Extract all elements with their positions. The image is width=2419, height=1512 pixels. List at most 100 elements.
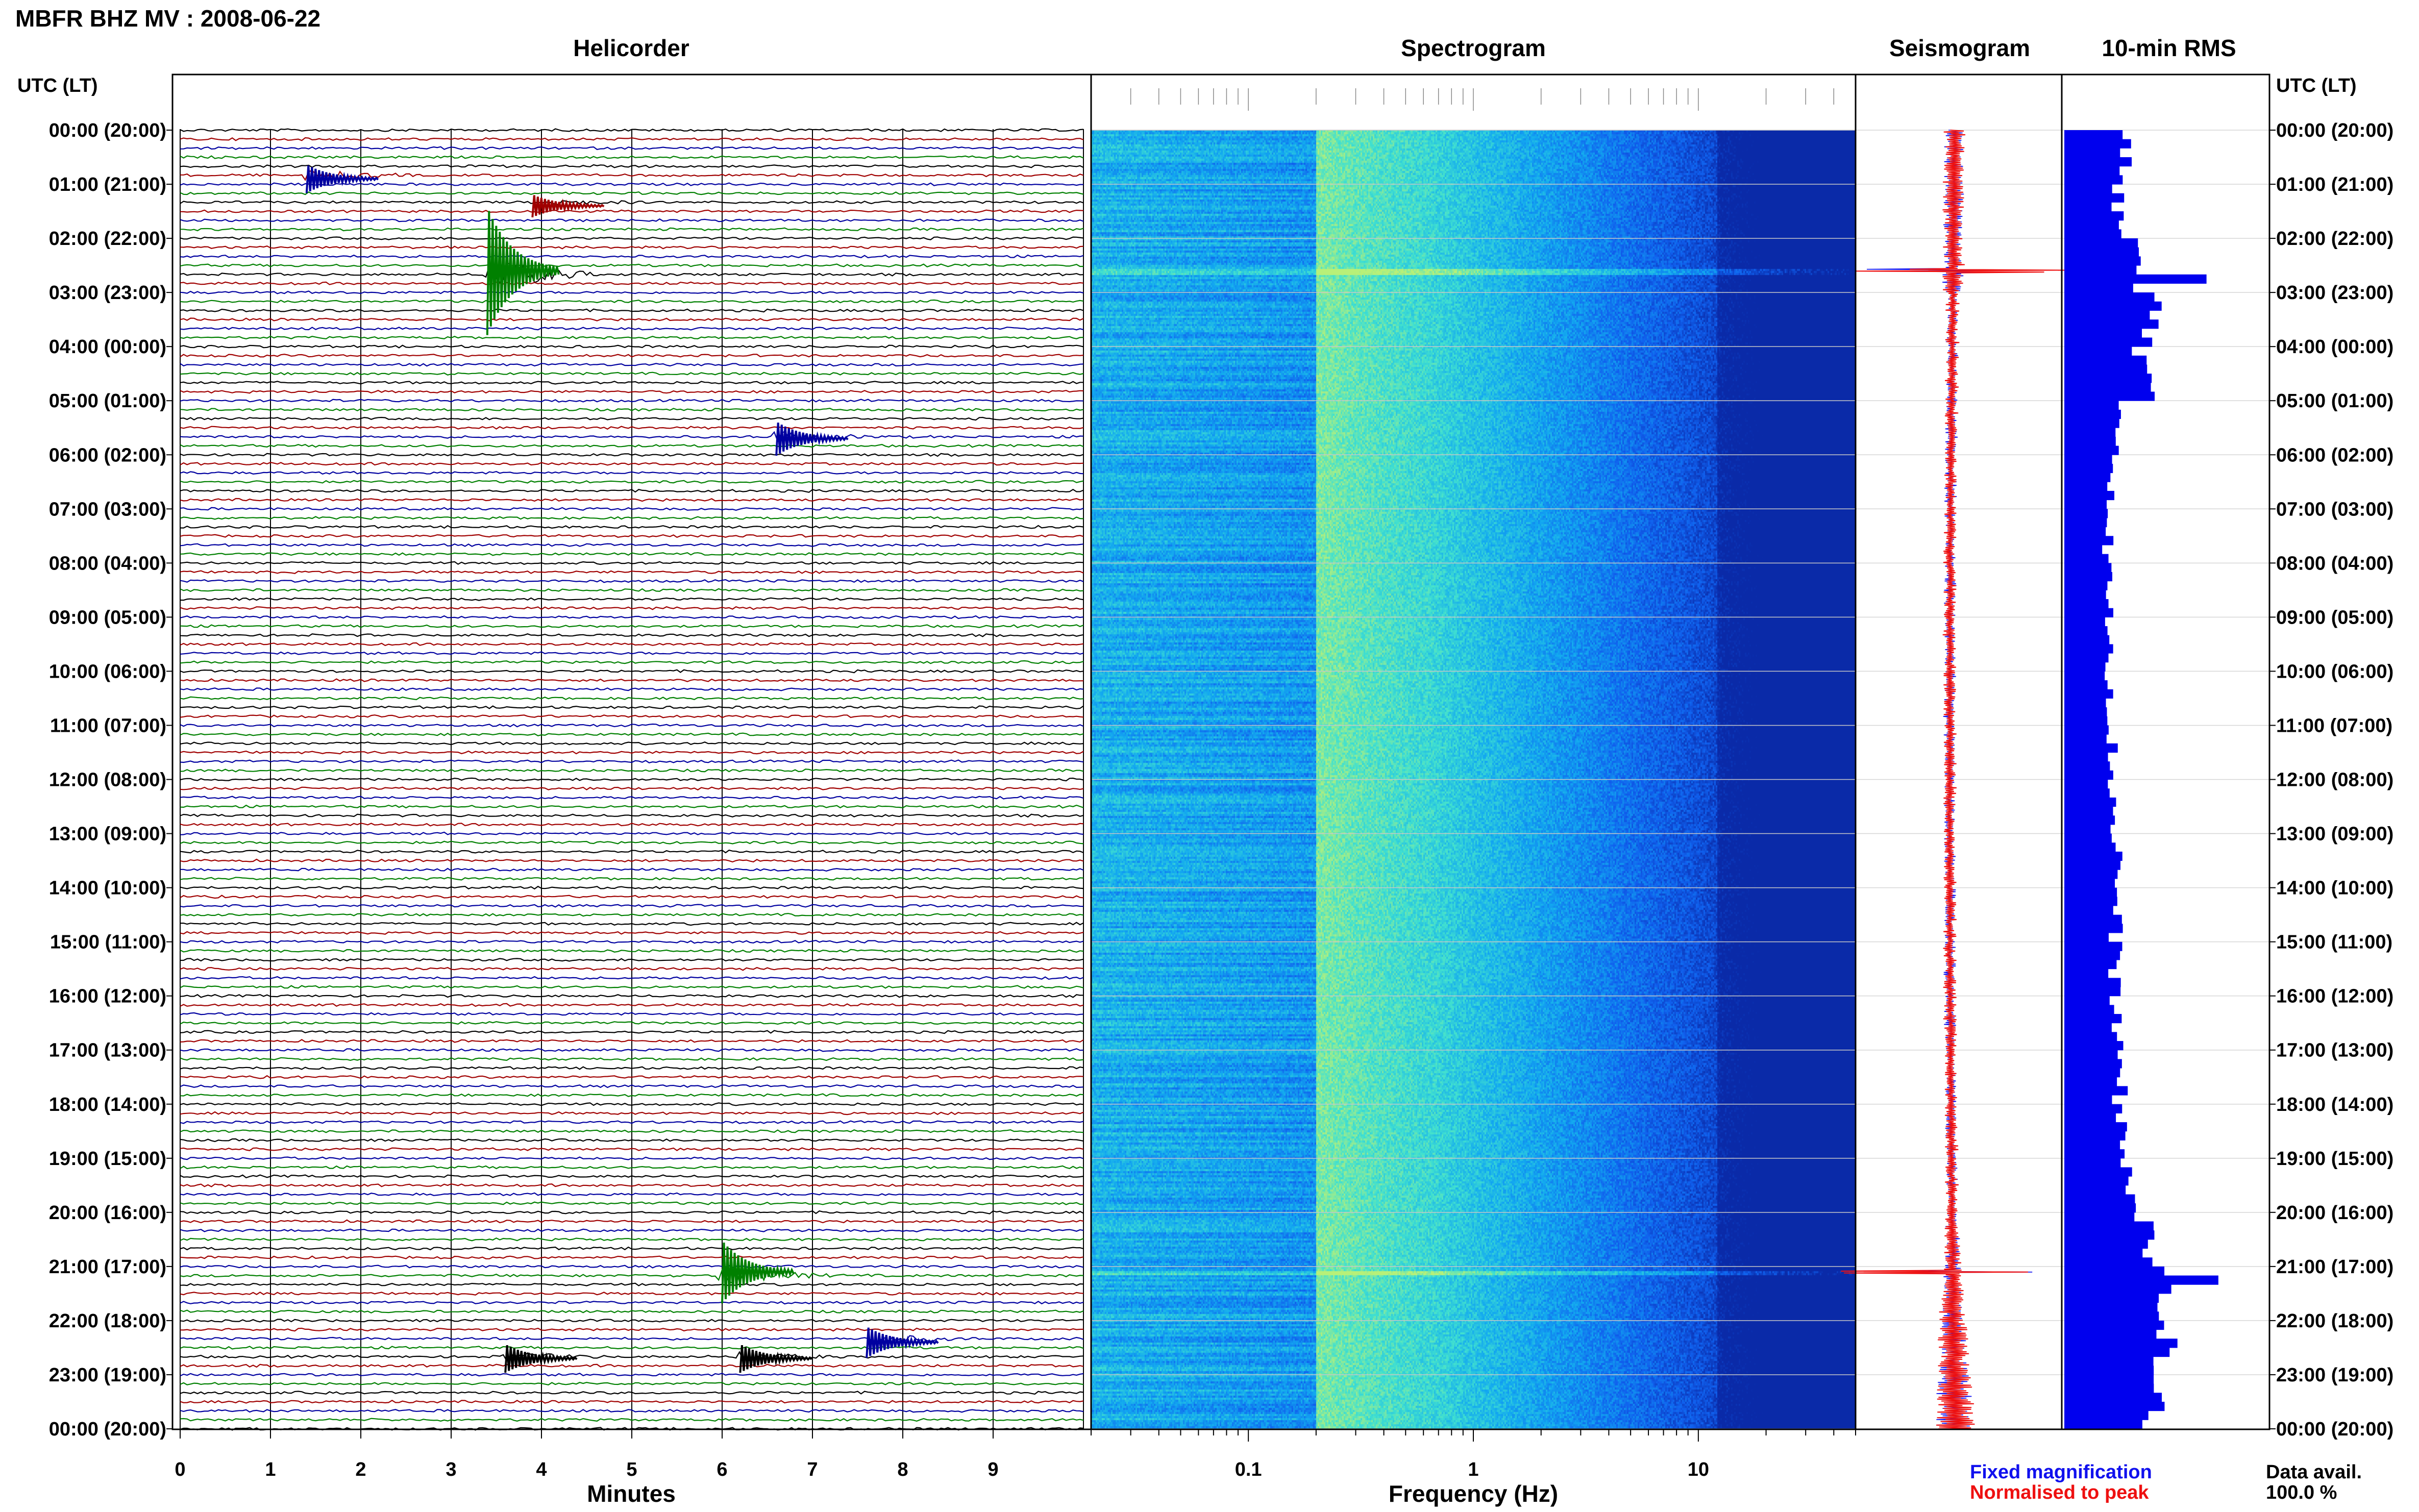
rms-bar — [2064, 1293, 2159, 1303]
rms-bar — [2064, 1167, 2132, 1177]
rms-bar — [2064, 1158, 2121, 1168]
helicorder-trace — [180, 1265, 1084, 1269]
rms-bar — [2064, 428, 2116, 437]
rms-bar — [2064, 364, 2148, 374]
rms-bar — [2064, 382, 2151, 392]
rms-bar — [2064, 806, 2113, 816]
time-label-left: 01:00 (21:00) — [49, 174, 166, 195]
rms-bar — [2064, 391, 2155, 401]
rms-bar — [2064, 599, 2109, 609]
rms-bar — [2064, 743, 2118, 753]
rms-bar — [2064, 833, 2112, 843]
helicorder-trace — [180, 840, 1084, 845]
helicorder-trace — [180, 895, 1084, 899]
helicorder-trace — [180, 769, 1084, 773]
helicorder-event — [504, 1345, 578, 1373]
helicorder-trace — [180, 416, 1084, 421]
helicorder-trace — [180, 1381, 1084, 1386]
helicorder-trace — [180, 1346, 1084, 1350]
helicorder-trace — [180, 1129, 1084, 1133]
rms-bar — [2064, 1366, 2154, 1375]
rms-bar — [2064, 238, 2138, 248]
helicorder-trace — [180, 290, 1084, 294]
helicorder-trace — [180, 958, 1084, 962]
helicorder-trace — [180, 813, 1084, 818]
helicorder-trace — [180, 912, 1084, 917]
minute-tick-label: 2 — [355, 1459, 366, 1480]
helicorder-trace — [180, 254, 1084, 259]
minute-tick-label: 0 — [175, 1459, 185, 1480]
time-label-right: 04:00 (00:00) — [2276, 336, 2393, 358]
helicorder-trace — [180, 299, 1084, 304]
rms-bar — [2064, 319, 2159, 329]
time-label-right: 13:00 (09:00) — [2276, 824, 2393, 845]
utc-label-right: UTC (LT) — [2276, 75, 2357, 96]
time-label-right: 00:00 (20:00) — [2276, 120, 2393, 141]
helicorder-trace — [180, 570, 1084, 574]
rms-bar — [2064, 951, 2120, 960]
rms-bar — [2064, 734, 2107, 744]
time-label-right: 14:00 (10:00) — [2276, 878, 2393, 899]
rms-bar — [2064, 653, 2109, 663]
helicorder-trace — [180, 1030, 1084, 1034]
helicorder-trace — [180, 498, 1084, 502]
helicorder-trace — [180, 1075, 1084, 1079]
rms-bar — [2064, 1185, 2126, 1195]
rms-bar — [2064, 1077, 2117, 1086]
helicorder-trace — [180, 399, 1084, 403]
rms-bar — [2064, 482, 2108, 491]
rms-bar — [2064, 374, 2152, 383]
helicorder-trace — [180, 443, 1084, 448]
helicorder-trace — [180, 462, 1084, 466]
time-label-right: 10:00 (06:00) — [2276, 661, 2393, 682]
time-label-right: 20:00 (16:00) — [2276, 1202, 2393, 1224]
legend-normalised-to-peak: Normalised to peak — [1970, 1482, 2149, 1503]
rms-bar — [2064, 770, 2113, 780]
helicorder-trace — [180, 1093, 1084, 1097]
helicorder-trace — [180, 831, 1084, 836]
rms-bar — [2064, 509, 2108, 518]
helicorder-trace — [180, 1364, 1084, 1368]
spectrogram-title: Spectrogram — [1401, 35, 1546, 61]
rms-bar — [2064, 1023, 2112, 1032]
rms-bar — [2064, 1005, 2114, 1014]
time-label-right: 18:00 (14:00) — [2276, 1094, 2393, 1116]
helicorder-trace — [180, 849, 1084, 854]
rms-bar — [2064, 1041, 2124, 1051]
rms-bar — [2064, 1410, 2149, 1420]
helicorder-trace — [180, 470, 1084, 475]
rms-bar — [2064, 1266, 2165, 1276]
time-label-right: 21:00 (17:00) — [2276, 1256, 2393, 1278]
time-label-left: 11:00 (07:00) — [50, 715, 166, 736]
helicorder-trace — [180, 1084, 1084, 1088]
helicorder-trace — [180, 128, 1084, 132]
helicorder-trace — [180, 344, 1084, 349]
rms-bar — [2064, 1275, 2218, 1285]
rms-bar — [2064, 256, 2141, 266]
helicorder-trace — [180, 431, 1084, 443]
time-label-right: 03:00 (23:00) — [2276, 282, 2393, 304]
rms-bar — [2064, 680, 2108, 690]
helicorder-trace — [180, 236, 1084, 240]
time-label-left: 18:00 (14:00) — [49, 1094, 166, 1116]
rms-bar — [2064, 752, 2108, 762]
helicorder-plot: 0 1 2 3 4 5 6 7 8 9 — [175, 128, 1084, 1480]
rms-bar — [2064, 1095, 2112, 1105]
legend-fixed-magnification: Fixed magnification — [1970, 1461, 2152, 1483]
rms-bar — [2064, 301, 2162, 311]
rms-bar — [2064, 355, 2147, 365]
helicorder-trace — [180, 786, 1084, 791]
helicorder-trace — [180, 858, 1084, 863]
time-label-left: 00:00 (20:00) — [49, 120, 166, 141]
rms-bar — [2064, 941, 2122, 951]
rms-bar — [2064, 184, 2112, 194]
time-label-right: 16:00 (12:00) — [2276, 986, 2393, 1007]
helicorder-trace — [180, 262, 1084, 284]
time-label-left: 21:00 (17:00) — [49, 1256, 166, 1278]
rms-bar — [2064, 644, 2113, 654]
rms-bar — [2064, 211, 2124, 221]
rms-bar — [2064, 1140, 2120, 1150]
helicorder-trace — [180, 426, 1084, 430]
rms-bar — [2064, 725, 2109, 735]
frequency-tick-label: 1 — [1468, 1459, 1478, 1480]
